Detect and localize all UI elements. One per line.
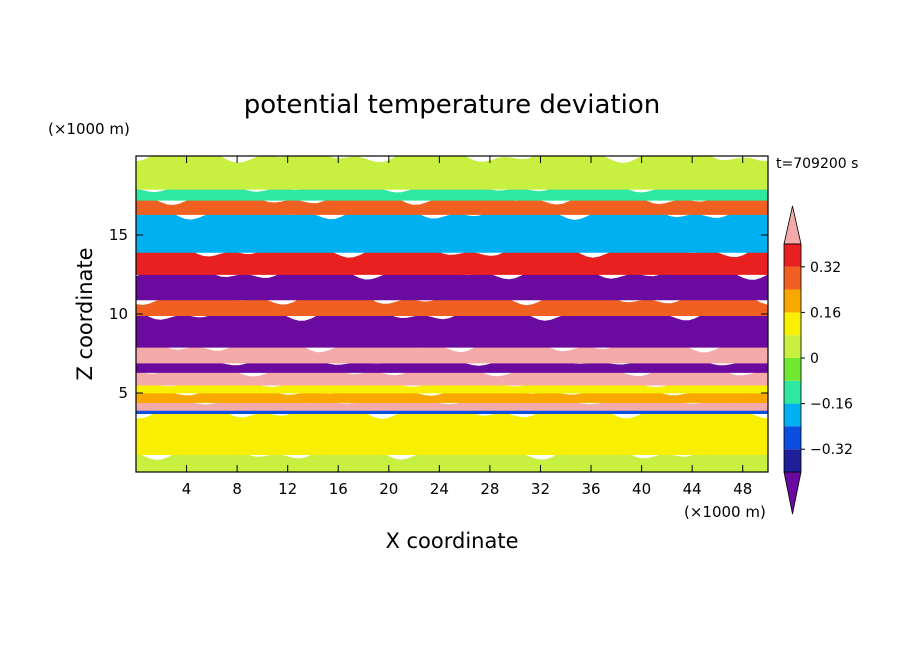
- y-tick-label: 15: [109, 226, 128, 244]
- colorbar-label: 0.16: [810, 305, 841, 321]
- colorbar-swatch: [784, 449, 801, 472]
- x-tick-label: 12: [278, 480, 297, 498]
- y-axis-ticks: 5 10 15: [109, 226, 768, 402]
- field-band: [136, 156, 768, 190]
- colorbar: 0.32 0.16 0 −0.16 −0.32: [783, 205, 853, 515]
- x-tick-label: 24: [430, 480, 449, 498]
- field-band: [136, 405, 768, 456]
- colorbar-label: −0.32: [810, 442, 853, 458]
- x-axis-label: X coordinate: [385, 529, 518, 553]
- y-tick-label: 5: [118, 384, 128, 402]
- y-unit-label: (×1000 m): [48, 120, 130, 138]
- colorbar-extend-low: [783, 471, 802, 515]
- x-tick-label: 28: [480, 480, 499, 498]
- field-band: [136, 365, 768, 386]
- chart-title: potential temperature deviation: [244, 90, 660, 120]
- colorbar-swatch: [784, 335, 801, 358]
- field-band: [136, 380, 768, 394]
- colorbar-swatch: [784, 312, 801, 336]
- field-band: [136, 307, 768, 348]
- colorbar-label: 0: [810, 351, 819, 367]
- colorbar-swatch: [784, 244, 801, 267]
- y-axis-label: Z coordinate: [73, 247, 97, 380]
- colorbar-swatch: [784, 289, 801, 313]
- x-tick-label: 4: [182, 480, 192, 498]
- colorbar-label: 0.32: [810, 260, 841, 276]
- colorbar-label: −0.16: [810, 397, 853, 413]
- x-tick-label: 36: [581, 480, 600, 498]
- time-label: t=709200 s: [776, 156, 858, 172]
- x-tick-label: 48: [733, 480, 752, 498]
- colorbar-swatch: [784, 380, 801, 404]
- colorbar-swatch: [784, 403, 801, 427]
- colorbar-swatch: [784, 358, 801, 381]
- x-tick-label: 16: [329, 480, 348, 498]
- colorbar-swatch: [784, 266, 801, 290]
- x-tick-label: 8: [232, 480, 242, 498]
- y-tick-label: 10: [109, 305, 128, 323]
- x-axis-ticks: 4 8 12 16 20 24 28 32 36 40 44 48: [182, 156, 752, 498]
- x-tick-label: 44: [683, 480, 702, 498]
- x-tick-label: 40: [632, 480, 651, 498]
- contour-field: [136, 156, 768, 472]
- x-tick-label: 32: [531, 480, 550, 498]
- x-tick-label: 20: [379, 480, 398, 498]
- field-band: [136, 206, 768, 253]
- colorbar-swatch: [784, 426, 801, 450]
- x-unit-label: (×1000 m): [684, 503, 766, 521]
- colorbar-extend-high: [783, 205, 802, 245]
